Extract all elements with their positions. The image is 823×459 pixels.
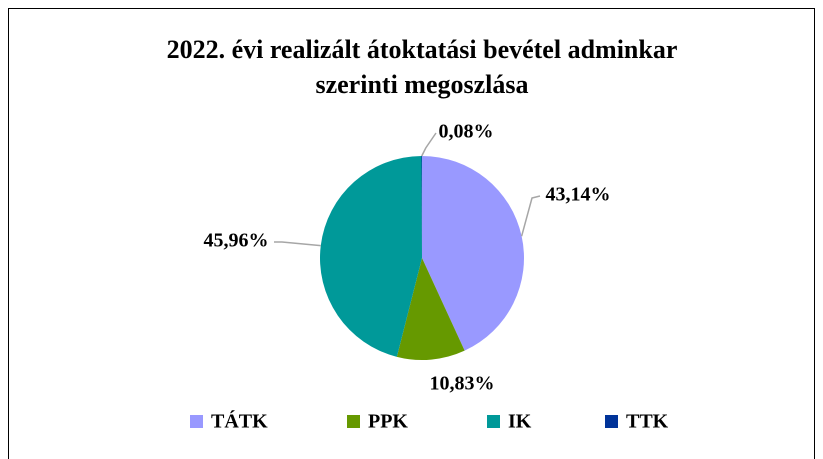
pie-slice bbox=[421, 156, 422, 258]
leader-line bbox=[421, 132, 437, 157]
data-label: 45,96% bbox=[204, 230, 269, 252]
pie-slice bbox=[320, 156, 422, 357]
legend-label: TTK bbox=[626, 411, 669, 433]
legend-label: IK bbox=[508, 411, 532, 433]
data-label: 10,83% bbox=[430, 373, 495, 395]
chart-title: szerinti megoszlása bbox=[315, 70, 528, 99]
legend-label: TÁTK bbox=[211, 410, 268, 433]
leader-line bbox=[274, 241, 321, 247]
legend-swatch bbox=[605, 415, 618, 428]
data-label: 0,08% bbox=[439, 121, 494, 143]
legend-swatch bbox=[190, 415, 203, 428]
legend-swatch bbox=[347, 415, 360, 428]
data-label: 43,14% bbox=[546, 184, 611, 206]
pie-slice bbox=[396, 258, 465, 360]
legend-label: PPK bbox=[368, 411, 408, 433]
leader-line bbox=[520, 195, 541, 237]
pie-slice bbox=[422, 156, 524, 351]
legend-swatch bbox=[487, 415, 500, 428]
chart-title: 2022. évi realizált átoktatási bevétel a… bbox=[167, 35, 678, 64]
